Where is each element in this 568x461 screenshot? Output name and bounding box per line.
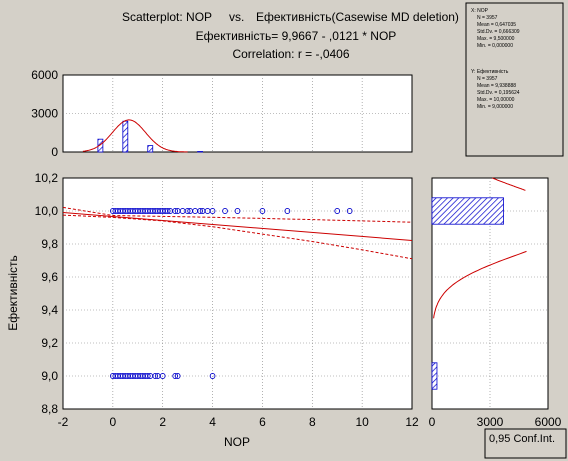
y-histogram-bar — [431, 362, 438, 390]
y-tick-label: 10,2 — [35, 171, 59, 185]
x-histogram-panel: 0 3000 6000 — [31, 68, 413, 159]
conf-int-legend: 0,95 Conf.Int. — [484, 428, 567, 459]
y-normal-curve-lower — [433, 250, 527, 319]
x-histogram-bar — [147, 145, 154, 153]
legend-x-title: X: NOP — [471, 8, 489, 14]
y-normal-curve-upper — [492, 177, 526, 191]
confidence-upper-line — [62, 206, 413, 223]
data-point — [209, 372, 216, 380]
x-histogram-tick-label: 3000 — [31, 107, 58, 121]
x-histogram-bar — [122, 120, 129, 153]
correlation-text: Correlation: r = -,0406 — [232, 47, 349, 61]
x-tick-label: 0 — [110, 415, 117, 429]
data-point — [172, 207, 179, 215]
legend-x-stat: N = 3957 — [477, 15, 498, 21]
x-axis-label: NOP — [224, 435, 250, 449]
legend-y-stat: Std.Dv. = 0,195624 — [477, 90, 520, 96]
x-histogram-tick-label: 0 — [51, 145, 58, 159]
data-point — [222, 207, 228, 215]
y-axis-label: Ефективність — [6, 255, 20, 331]
x-tick-label: 10 — [355, 415, 369, 429]
data-point — [284, 207, 291, 215]
legend-y-stat: N = 3957 — [477, 76, 498, 82]
x-histogram-bar — [197, 151, 204, 153]
legend-x-stat: Std.Dv. = 0,666309 — [477, 29, 520, 35]
legend-y-title: Y: Ефективність — [471, 69, 509, 75]
regression-equation: Ефективність= 9,9667 - ,0121 * NOP — [196, 29, 397, 43]
regression-line — [62, 212, 413, 241]
y-histogram-panel: 0 3000 6000 — [429, 177, 562, 429]
data-point — [234, 207, 241, 215]
x-tick-label: 8 — [309, 415, 316, 429]
x-tick-label: -2 — [58, 415, 69, 429]
data-point — [172, 372, 179, 380]
x-tick-label: 6 — [259, 415, 266, 429]
y-histogram-tick-label: 3000 — [477, 415, 504, 429]
chart-title-vs: vs. — [229, 10, 244, 24]
data-point — [144, 372, 151, 380]
x-histogram-bar — [97, 138, 104, 153]
data-point — [334, 207, 341, 215]
y-tick-label: 9,4 — [41, 303, 58, 317]
chart-title-left: Scatterplot: NOP — [122, 10, 212, 24]
legend-x-stat: Max. = 9,500000 — [477, 36, 515, 42]
data-point — [346, 207, 353, 215]
x-tick-label: 4 — [209, 415, 216, 429]
y-tick-label: 9,6 — [41, 270, 58, 284]
y-histogram-bar — [431, 197, 504, 225]
legend-y-stat: Mean = 9,938888 — [477, 83, 516, 89]
data-point — [174, 372, 181, 380]
x-normal-curve — [82, 119, 188, 153]
legend-x-stat: Mean = 0,647035 — [477, 22, 516, 28]
y-tick-label: 9,0 — [41, 369, 58, 383]
x-histogram-tick-label: 6000 — [31, 68, 58, 82]
conf-int-label: 0,95 Conf.Int. — [489, 433, 555, 445]
y-histogram-tick-label: 0 — [429, 415, 436, 429]
data-point — [159, 372, 166, 380]
legend-y-stat: Max. = 10,00000 — [477, 97, 515, 103]
data-point — [197, 207, 203, 215]
data-point — [184, 207, 191, 215]
legend-y-stat: Min. = 9,000000 — [477, 104, 513, 110]
y-tick-label: 9,8 — [41, 237, 58, 251]
data-point — [209, 207, 216, 215]
y-tick-label: 9,2 — [41, 336, 58, 350]
confidence-lower-line — [62, 214, 413, 260]
x-tick-label: 12 — [405, 415, 419, 429]
y-histogram-tick-label: 6000 — [535, 415, 562, 429]
data-point — [164, 207, 171, 215]
y-tick-label: 8,8 — [41, 402, 58, 416]
data-point — [152, 372, 159, 380]
legend-x-stat: Min. = 0,000000 — [477, 43, 513, 49]
y-tick-label: 10,0 — [35, 204, 59, 218]
chart-title-right: Ефективність(Casewise MD deletion) — [256, 10, 459, 24]
x-tick-label: 2 — [159, 415, 166, 429]
data-point — [259, 207, 266, 215]
scatter-panel: -2 0 2 4 6 8 10 12 8,8 9,0 9,2 9,4 9,6 9,8 10,0 10,2 N… — [6, 171, 419, 449]
